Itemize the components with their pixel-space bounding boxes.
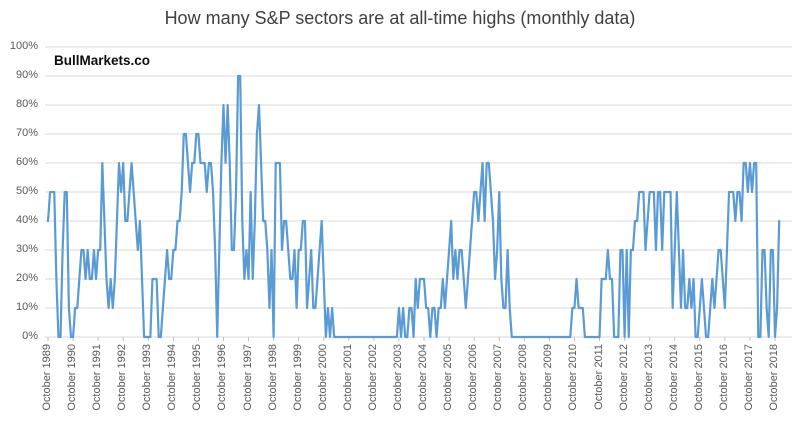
x-tick-label: October 2017 [742, 344, 755, 411]
x-tick-label: October 2002 [366, 344, 379, 411]
watermark-bullmarkets: BullMarkets.co [54, 53, 151, 68]
x-tick-label: October 1994 [166, 344, 179, 411]
x-tick-label: October 2000 [316, 344, 329, 411]
y-tick-label: 60% [15, 156, 38, 168]
x-tick-label: October 2010 [567, 344, 580, 411]
x-tick-label: October 1998 [266, 344, 279, 411]
y-tick-label: 40% [15, 214, 38, 226]
y-tick-label: 20% [15, 272, 38, 284]
x-tick-label: October 1996 [216, 344, 229, 411]
x-tick-label: October 2005 [442, 344, 455, 411]
x-tick-label: October 2009 [542, 344, 555, 411]
x-tick-label: October 2004 [417, 344, 430, 411]
x-tick-label: October 1989 [41, 344, 53, 411]
x-tick-label: October 2013 [642, 344, 655, 411]
data-line [46, 74, 781, 339]
y-tick-label: 70% [15, 127, 38, 139]
x-tick-label: October 1999 [291, 344, 304, 411]
y-tick-label: 30% [15, 243, 38, 255]
y-tick-label: 90% [15, 69, 38, 81]
x-tick-label: October 2016 [717, 344, 730, 411]
x-tick-label: October 2014 [667, 344, 680, 411]
x-tick-label: October 2015 [692, 344, 705, 411]
x-tick-label: October 2011 [592, 344, 605, 410]
y-tick-label: 50% [15, 185, 38, 197]
x-tick-label: October 1993 [141, 344, 154, 411]
y-tick-label: 100% [9, 40, 38, 52]
x-tick-label: October 2007 [492, 344, 505, 411]
x-tick-label: October 1992 [116, 344, 129, 411]
x-tick-label: October 2018 [768, 344, 780, 411]
x-tick-label: October 1997 [241, 344, 254, 411]
x-tick-label: October 2008 [517, 344, 530, 411]
x-tick-label: October 1995 [191, 344, 204, 411]
y-tick-label: 10% [15, 301, 38, 313]
y-tick-label: 80% [15, 98, 38, 110]
x-tick-label: October 2012 [617, 344, 630, 411]
x-tick-label: October 2001 [341, 344, 354, 411]
chart-title: How many S&P sectors are at all-time hig… [164, 8, 636, 28]
x-tick-label: October 2006 [467, 344, 480, 411]
x-tick-label: October 2003 [391, 344, 404, 411]
y-tick-label: 0% [22, 330, 38, 342]
x-tick-label: October 1990 [66, 344, 79, 411]
x-tick-label: October 1991 [91, 344, 104, 411]
